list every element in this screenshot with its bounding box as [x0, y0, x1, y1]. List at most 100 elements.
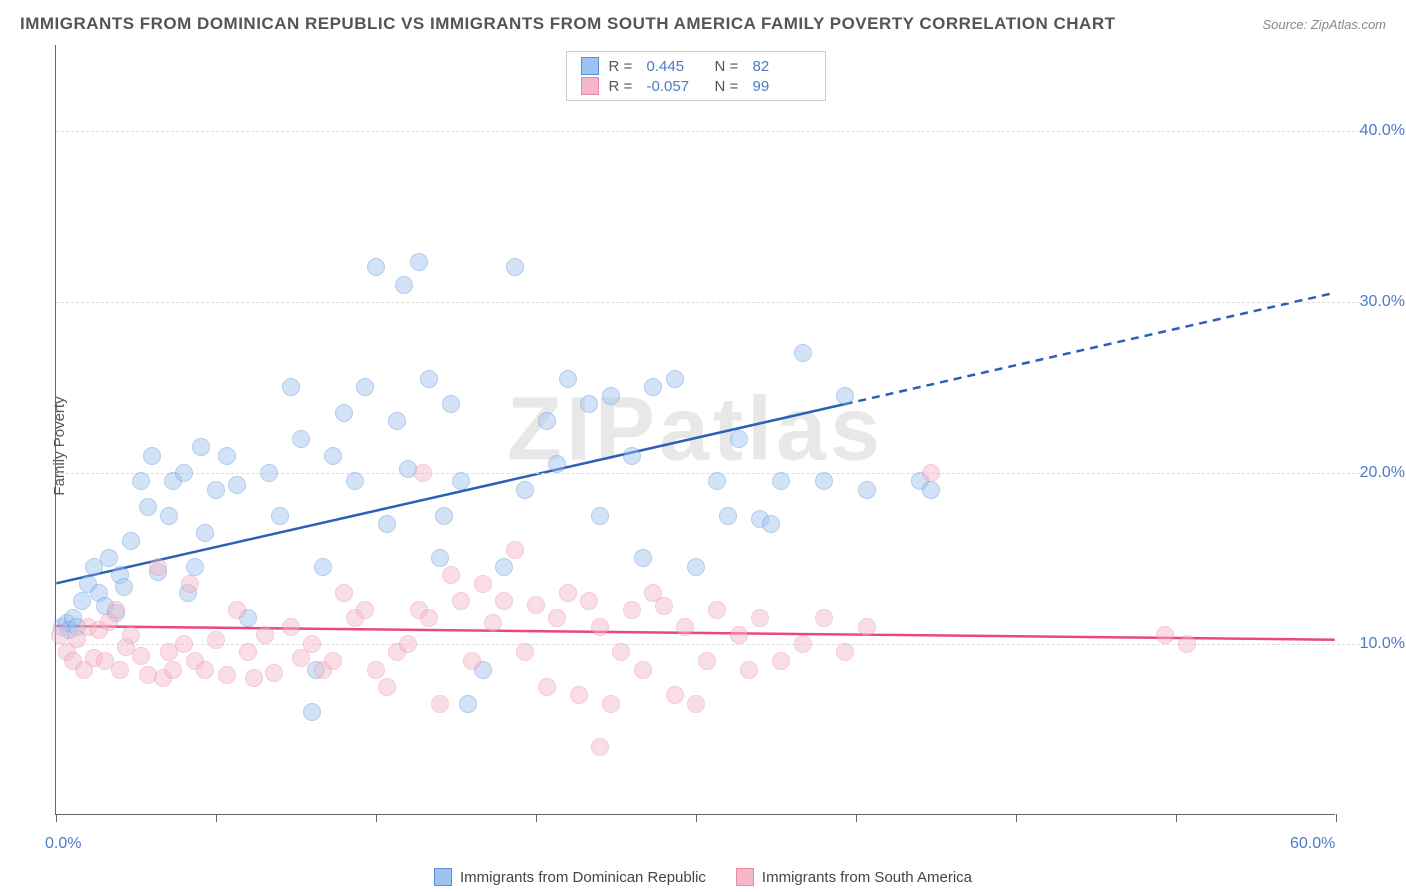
scatter-point: [506, 258, 524, 276]
scatter-point: [143, 447, 161, 465]
scatter-point: [708, 472, 726, 490]
scatter-point: [431, 549, 449, 567]
scatter-point: [1156, 626, 1174, 644]
scatter-point: [762, 515, 780, 533]
scatter-point: [122, 626, 140, 644]
scatter-point: [207, 481, 225, 499]
scatter-point: [623, 447, 641, 465]
legend-item-1: Immigrants from South America: [736, 868, 972, 886]
scatter-point: [335, 404, 353, 422]
scatter-point: [698, 652, 716, 670]
scatter-point: [324, 652, 342, 670]
y-tick-label: 10.0%: [1360, 635, 1405, 653]
scatter-point: [559, 370, 577, 388]
scatter-point: [181, 575, 199, 593]
scatter-point: [239, 643, 257, 661]
r-value-0: 0.445: [647, 58, 705, 75]
scatter-point: [580, 592, 598, 610]
scatter-point: [591, 507, 609, 525]
scatter-point: [612, 643, 630, 661]
scatter-point: [399, 635, 417, 653]
scatter-point: [111, 661, 129, 679]
legend-stats-row-0: R = 0.445 N = 82: [581, 56, 811, 76]
scatter-point: [474, 575, 492, 593]
scatter-point: [452, 472, 470, 490]
scatter-point: [356, 601, 374, 619]
scatter-point: [1178, 635, 1196, 653]
scatter-point: [794, 635, 812, 653]
scatter-point: [51, 626, 69, 644]
scatter-point: [107, 601, 125, 619]
scatter-point: [282, 618, 300, 636]
scatter-point: [623, 601, 641, 619]
scatter-point: [751, 609, 769, 627]
r-label: R =: [609, 58, 637, 75]
scatter-point: [772, 652, 790, 670]
scatter-point: [516, 643, 534, 661]
scatter-point: [666, 370, 684, 388]
scatter-point: [132, 472, 150, 490]
scatter-point: [740, 661, 758, 679]
scatter-point: [591, 618, 609, 636]
scatter-point: [186, 558, 204, 576]
scatter-point: [378, 678, 396, 696]
scatter-point: [676, 618, 694, 636]
scatter-point: [207, 631, 225, 649]
scatter-point: [164, 661, 182, 679]
r-label: R =: [609, 78, 637, 95]
scatter-point: [858, 481, 876, 499]
scatter-point: [858, 618, 876, 636]
plot-area: ZIPatlas R = 0.445 N = 82 R = -0.057 N =…: [55, 45, 1335, 815]
r-value-1: -0.057: [647, 78, 705, 95]
chart-title: IMMIGRANTS FROM DOMINICAN REPUBLIC VS IM…: [20, 14, 1116, 34]
x-tick-label: 0.0%: [45, 835, 81, 853]
gridline-h: [56, 302, 1365, 303]
scatter-point: [442, 566, 460, 584]
chart-container: IMMIGRANTS FROM DOMINICAN REPUBLIC VS IM…: [0, 0, 1406, 892]
scatter-point: [602, 387, 620, 405]
swatch-series-1: [581, 77, 599, 95]
scatter-point: [435, 507, 453, 525]
scatter-point: [265, 664, 283, 682]
scatter-point: [139, 498, 157, 516]
scatter-point: [228, 476, 246, 494]
header: IMMIGRANTS FROM DOMINICAN REPUBLIC VS IM…: [0, 0, 1406, 40]
scatter-point: [388, 412, 406, 430]
scatter-point: [100, 549, 118, 567]
scatter-point: [570, 686, 588, 704]
scatter-point: [442, 395, 460, 413]
x-tick: [696, 814, 697, 822]
n-label: N =: [715, 78, 743, 95]
scatter-point: [772, 472, 790, 490]
scatter-point: [196, 661, 214, 679]
scatter-point: [271, 507, 289, 525]
x-tick: [376, 814, 377, 822]
scatter-point: [282, 378, 300, 396]
scatter-point: [367, 258, 385, 276]
scatter-point: [687, 695, 705, 713]
scatter-point: [580, 395, 598, 413]
scatter-point: [836, 643, 854, 661]
scatter-point: [335, 584, 353, 602]
scatter-point: [815, 609, 833, 627]
scatter-point: [495, 592, 513, 610]
x-tick-label: 60.0%: [1290, 835, 1335, 853]
scatter-point: [160, 507, 178, 525]
scatter-point: [538, 678, 556, 696]
gridline-h: [56, 131, 1365, 132]
swatch-series-0: [434, 868, 452, 886]
scatter-point: [708, 601, 726, 619]
scatter-point: [548, 455, 566, 473]
scatter-point: [836, 387, 854, 405]
scatter-point: [245, 669, 263, 687]
legend-stats-row-1: R = -0.057 N = 99: [581, 76, 811, 96]
scatter-point: [730, 430, 748, 448]
scatter-point: [548, 609, 566, 627]
scatter-point: [303, 703, 321, 721]
scatter-point: [516, 481, 534, 499]
scatter-point: [218, 447, 236, 465]
scatter-point: [495, 558, 513, 576]
x-tick: [536, 814, 537, 822]
scatter-point: [559, 584, 577, 602]
scatter-point: [922, 464, 940, 482]
